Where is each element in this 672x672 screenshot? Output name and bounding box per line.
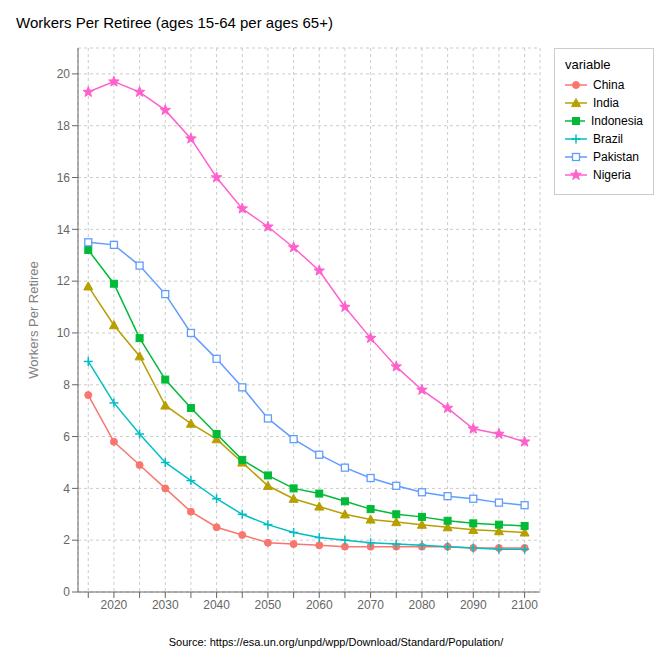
svg-text:12: 12 xyxy=(57,274,71,288)
html-text:India: India xyxy=(593,96,619,110)
svg-text:Workers Per Retiree: Workers Per Retiree xyxy=(26,261,41,379)
svg-text:14: 14 xyxy=(57,223,71,237)
svg-text:2090: 2090 xyxy=(460,598,487,612)
html-text:Workers Per Retiree (ages 15-6: Workers Per Retiree (ages 15-64 per ages… xyxy=(16,14,333,31)
svg-text:2060: 2060 xyxy=(306,598,333,612)
svg-text:20: 20 xyxy=(57,67,71,81)
svg-text:16: 16 xyxy=(57,171,71,185)
svg-text:2: 2 xyxy=(63,533,70,547)
html-text:Brazil: Brazil xyxy=(593,132,623,146)
svg-text:8: 8 xyxy=(63,378,70,392)
svg-text:2100: 2100 xyxy=(511,598,538,612)
svg-text:4: 4 xyxy=(63,482,70,496)
svg-text:6: 6 xyxy=(63,430,70,444)
svg-text:0: 0 xyxy=(63,585,70,599)
svg-text:2080: 2080 xyxy=(409,598,436,612)
html-text:Nigeria: Nigeria xyxy=(593,168,631,182)
svg-text:2040: 2040 xyxy=(203,598,230,612)
svg-text:18: 18 xyxy=(57,119,71,133)
svg-text:2020: 2020 xyxy=(101,598,128,612)
svg-text:10: 10 xyxy=(57,326,71,340)
svg-text:2070: 2070 xyxy=(357,598,384,612)
html-text:Indonesia: Indonesia xyxy=(591,114,643,128)
svg-text:2030: 2030 xyxy=(152,598,179,612)
html-text:China: China xyxy=(593,78,625,92)
html-text:variable: variable xyxy=(565,57,611,72)
html-text:Pakistan: Pakistan xyxy=(593,150,639,164)
svg-text:2050: 2050 xyxy=(255,598,282,612)
html-text:Source: https://esa.un.org/unp: Source: https://esa.un.org/unpd/wpp/Down… xyxy=(168,636,504,648)
